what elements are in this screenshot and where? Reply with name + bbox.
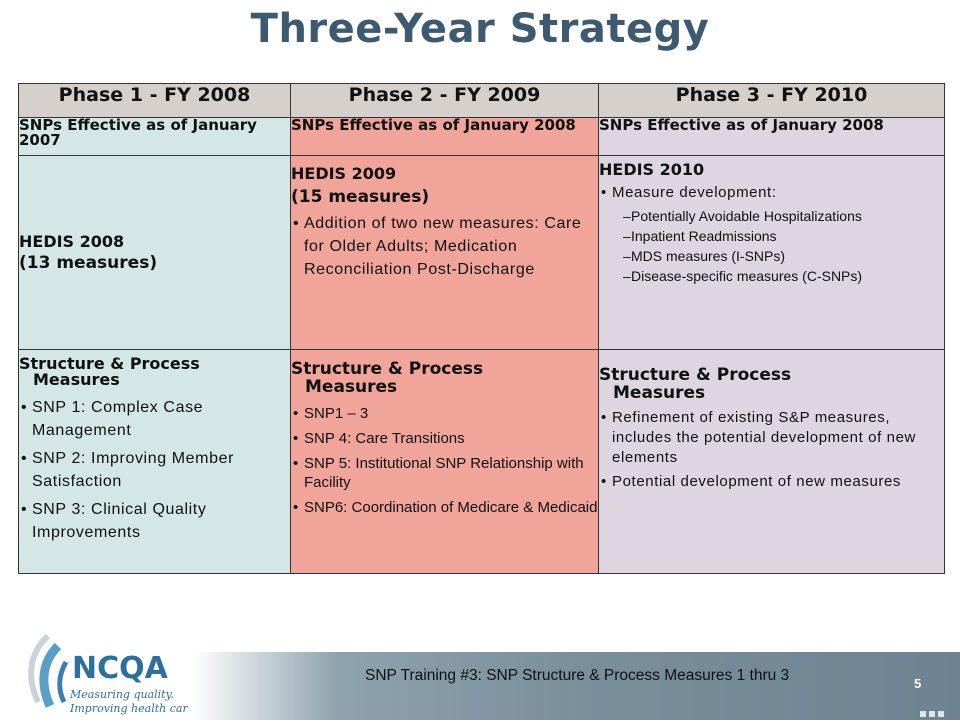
- phase3-sp-list: Refinement of existing S&P measures, inc…: [599, 408, 944, 492]
- phase3-sp: Structure & Process Measures Refinement …: [598, 349, 945, 574]
- phase3-subitem: Inpatient Readmissions: [599, 228, 944, 244]
- phase1-hedis: HEDIS 2008 (13 measures): [18, 155, 291, 350]
- phase2-hedis: HEDIS 2009 (15 measures) Addition of two…: [290, 155, 599, 350]
- phase1-sp-bullet: SNP 2: Improving Member Satisfaction: [19, 447, 290, 493]
- phase3-sp-title-line2: Measures: [613, 383, 706, 403]
- phase1-sp-list: SNP 1: Complex Case Management SNP 2: Im…: [19, 396, 290, 544]
- logo-text: NCQA: [72, 651, 169, 686]
- phase3-hedis: HEDIS 2010 Measure development: Potentia…: [598, 155, 945, 350]
- slide-title: Three-Year Strategy: [250, 6, 710, 52]
- phase3-header: Phase 3 - FY 2010: [598, 83, 945, 118]
- phase2-sp-bullet: SNP 5: Institutional SNP Relationship wi…: [291, 454, 598, 492]
- phase3-effective: SNPs Effective as of January 2008: [598, 117, 945, 156]
- strategy-table: Phase 1 - FY 2008 Phase 2 - FY 2009 Phas…: [18, 83, 945, 574]
- phase3-hedis-bullet: Measure development:: [599, 184, 944, 202]
- footer-dots: [920, 702, 947, 721]
- phase2-header: Phase 2 - FY 2009: [290, 83, 599, 118]
- footer-bar: [0, 652, 960, 720]
- logo-tagline-2: Improving health care.: [69, 702, 188, 715]
- footer-dot: [920, 711, 926, 717]
- phase3-sp-title: Structure & Process Measures: [599, 366, 944, 402]
- phase3-subitems: Potentially Avoidable Hospitalizations I…: [599, 208, 944, 284]
- effective-row: SNPs Effective as of January 2007 SNPs E…: [18, 117, 945, 156]
- phase3-hedis-title: HEDIS 2010: [599, 160, 705, 179]
- phase1-sp-title: Structure & Process Measures: [19, 356, 290, 388]
- hedis-row: HEDIS 2008 (13 measures) HEDIS 2009 (15 …: [18, 155, 945, 350]
- phase2-sp-list: SNP1 – 3 SNP 4: Care Transitions SNP 5: …: [291, 404, 598, 517]
- phase2-hedis-count: (15 measures): [291, 187, 430, 207]
- phase3-sp-bullet: Refinement of existing S&P measures, inc…: [599, 408, 944, 468]
- phase2-effective: SNPs Effective as of January 2008: [290, 117, 599, 156]
- phase1-sp-title-line2: Measures: [33, 370, 120, 389]
- ncqa-logo-graphic: NCQA Measuring quality. Improving health…: [28, 633, 198, 715]
- phase3-sp-title-line1: Structure & Process: [599, 365, 792, 385]
- footer-text: SNP Training #3: SNP Structure & Process…: [365, 667, 790, 684]
- phase3-hedis-list: Measure development:: [599, 184, 944, 202]
- phase2-sp-bullet: SNP1 – 3: [291, 404, 598, 423]
- page-number: 5: [914, 676, 922, 691]
- phase1-hedis-count: (13 measures): [19, 252, 158, 273]
- phase2-sp-title-line1: Structure & Process: [291, 359, 484, 379]
- ncqa-logo: NCQA Measuring quality. Improving health…: [18, 632, 198, 720]
- phase2-sp: Structure & Process Measures SNP1 – 3 SN…: [290, 349, 599, 574]
- phase3-sp-bullet: Potential development of new measures: [599, 472, 944, 492]
- phase1-hedis-title: HEDIS 2008: [19, 231, 125, 251]
- phase1-sp: Structure & Process Measures SNP 1: Comp…: [18, 349, 291, 574]
- footer-dot: [929, 711, 935, 717]
- phase1-sp-bullet: SNP 3: Clinical Quality Improvements: [19, 498, 290, 544]
- phase1-sp-title-line1: Structure & Process: [19, 354, 200, 373]
- phase2-sp-title-line2: Measures: [305, 377, 398, 397]
- sp-row: Structure & Process Measures SNP 1: Comp…: [18, 349, 945, 574]
- phase3-subitem: MDS measures (I-SNPs): [599, 248, 944, 264]
- phase1-header: Phase 1 - FY 2008: [18, 83, 291, 118]
- footer-dot: [938, 711, 944, 717]
- phase1-sp-bullet: SNP 1: Complex Case Management: [19, 396, 290, 442]
- phase2-hedis-title: HEDIS 2009: [291, 164, 397, 183]
- phase2-sp-bullet: SNP6: Coordination of Medicare & Medicai…: [291, 498, 598, 517]
- phase2-hedis-list: Addition of two new measures: Care for O…: [291, 212, 598, 281]
- phase2-sp-bullet: SNP 4: Care Transitions: [291, 429, 598, 448]
- header-row: Phase 1 - FY 2008 Phase 2 - FY 2009 Phas…: [18, 83, 945, 118]
- logo-tagline-1: Measuring quality.: [69, 688, 174, 701]
- phase2-sp-title: Structure & Process Measures: [291, 360, 598, 396]
- phase2-hedis-bullet: Addition of two new measures: Care for O…: [291, 212, 598, 281]
- phase1-effective: SNPs Effective as of January 2007: [18, 117, 291, 156]
- phase3-subitem: Potentially Avoidable Hospitalizations: [599, 208, 944, 224]
- phase3-subitem: Disease-specific measures (C-SNPs): [599, 268, 944, 284]
